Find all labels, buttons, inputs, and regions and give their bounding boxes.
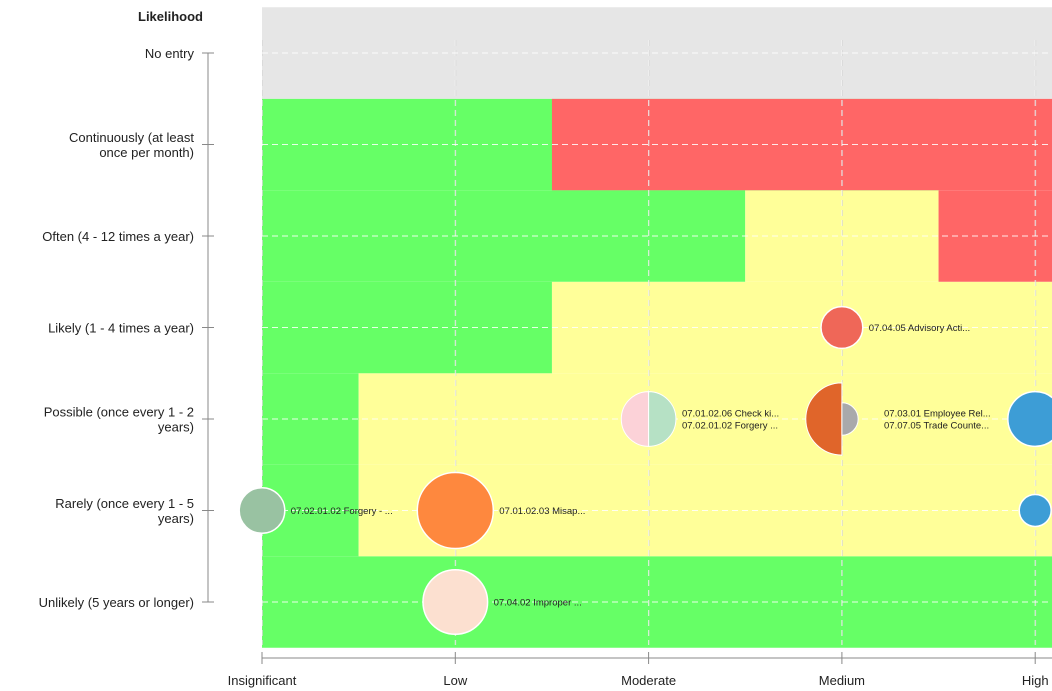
bubble-circle — [238, 486, 286, 535]
y-tick-label: Continuously (at least — [69, 130, 194, 145]
y-tick-labels: Unlikely (5 years or longer) Rarely (once… — [39, 46, 195, 610]
axes — [202, 52, 1052, 664]
risk-bubble — [1007, 390, 1052, 448]
risk-bubble: 07.01.02.06 Check ki...07.02.01.02 Forge… — [620, 391, 779, 447]
bubble-half-left — [805, 382, 843, 456]
bubble-circle — [416, 471, 495, 550]
y-tick-label: Likely (1 - 4 times a year) — [48, 321, 194, 336]
x-tick-labels: Insignificant Low Moderate Medium High — [228, 673, 1049, 688]
bubble-half-left — [620, 391, 650, 447]
y-tick-label: No entry — [145, 46, 195, 61]
bubble-label: 07.02.01.02 Forgery ... — [682, 421, 778, 432]
y-tick-label: years) — [158, 420, 194, 435]
x-tick-label: Low — [443, 673, 467, 688]
risk-bubble: 07.02.01.02 Forgery - ... — [238, 486, 393, 535]
x-tick-label: Moderate — [621, 673, 676, 688]
risk-bubble: 07.01.02.03 Misap... — [416, 471, 585, 550]
bubble-label: 07.04.02 Improper ... — [494, 598, 582, 609]
bubble-label: 07.01.02.06 Check ki... — [682, 409, 779, 420]
bubble-label: 07.03.01 Employee Rel... — [884, 409, 991, 420]
y-tick-label: once per month) — [99, 145, 194, 160]
x-tick-label: High — [1022, 673, 1049, 688]
bubble-circle — [1007, 390, 1052, 448]
bubble-circle — [422, 568, 489, 636]
y-tick-label: Often (4 - 12 times a year) — [42, 229, 194, 244]
y-tick-label: Possible (once every 1 - 2 — [44, 405, 194, 420]
x-tick-label: Insignificant — [228, 673, 297, 688]
bubble-label: 07.07.05 Trade Counte... — [884, 421, 989, 432]
risk-bubble: 07.04.02 Improper ... — [422, 568, 582, 636]
bubble-label: 07.01.02.03 Misap... — [499, 506, 585, 517]
y-axis-title: Likelihood — [138, 9, 203, 24]
bubble-half-right — [648, 391, 677, 447]
y-tick-label: Rarely (once every 1 - 5 — [55, 496, 194, 511]
bubble-half-right — [841, 402, 859, 436]
y-tick-label: Unlikely (5 years or longer) — [39, 595, 194, 610]
risk-bubble: 07.04.05 Advisory Acti... — [820, 305, 970, 350]
risk-bubbles: 07.02.01.02 Forgery - ... 07.01.02.03 Mis… — [238, 305, 1052, 636]
risk-bubble — [1018, 493, 1052, 528]
x-tick-label: Medium — [819, 673, 865, 688]
y-tick-label: years) — [158, 511, 194, 526]
bubble-label: 07.04.05 Advisory Acti... — [869, 323, 970, 334]
grid-lines — [252, 40, 1052, 645]
bubble-circle — [1018, 493, 1052, 528]
bubble-circle — [820, 305, 864, 350]
risk-bubble: 07.03.01 Employee Rel...07.07.05 Trade C… — [805, 382, 991, 456]
bubble-label: 07.02.01.02 Forgery - ... — [291, 506, 393, 517]
